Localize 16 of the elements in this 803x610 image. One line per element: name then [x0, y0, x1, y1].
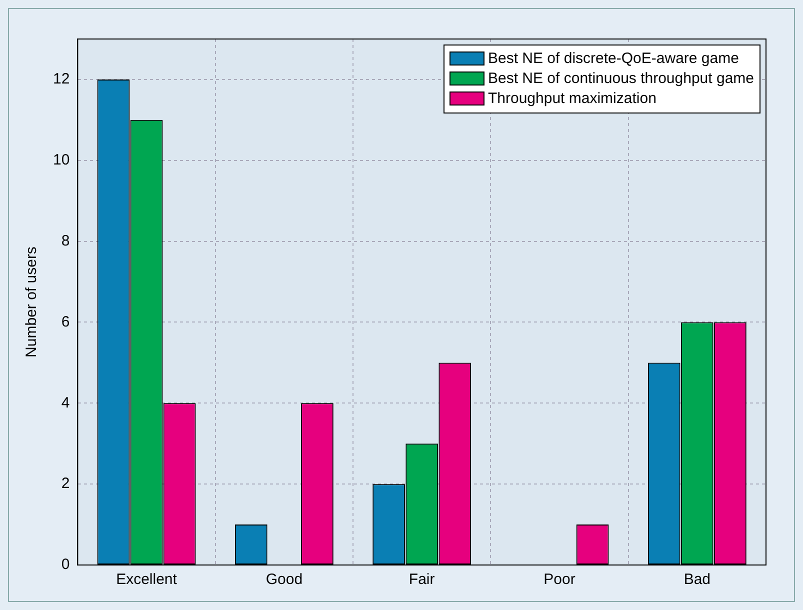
legend-label: Throughput maximization	[488, 90, 656, 108]
legend-label: Best NE of continuous throughput game	[488, 70, 754, 88]
y-tick-label: 0	[61, 556, 70, 574]
y-tick-label: 10	[52, 152, 70, 169]
y-tick-label: 6	[61, 313, 70, 330]
y-axis-title: Number of users	[23, 246, 40, 358]
y-tick-label: 12	[52, 70, 70, 88]
x-tick-label: Fair	[408, 571, 435, 588]
x-tick-label: Poor	[544, 571, 576, 588]
y-tick-label: 8	[61, 232, 70, 250]
x-tick-label: Bad	[684, 571, 711, 588]
x-tick-label: Good	[266, 571, 303, 588]
y-tick-label: 2	[61, 475, 70, 492]
x-tick-label: Excellent	[116, 571, 178, 588]
legend-label: Best NE of discrete-QoE-aware game	[488, 50, 739, 68]
y-tick-label: 4	[61, 394, 70, 412]
